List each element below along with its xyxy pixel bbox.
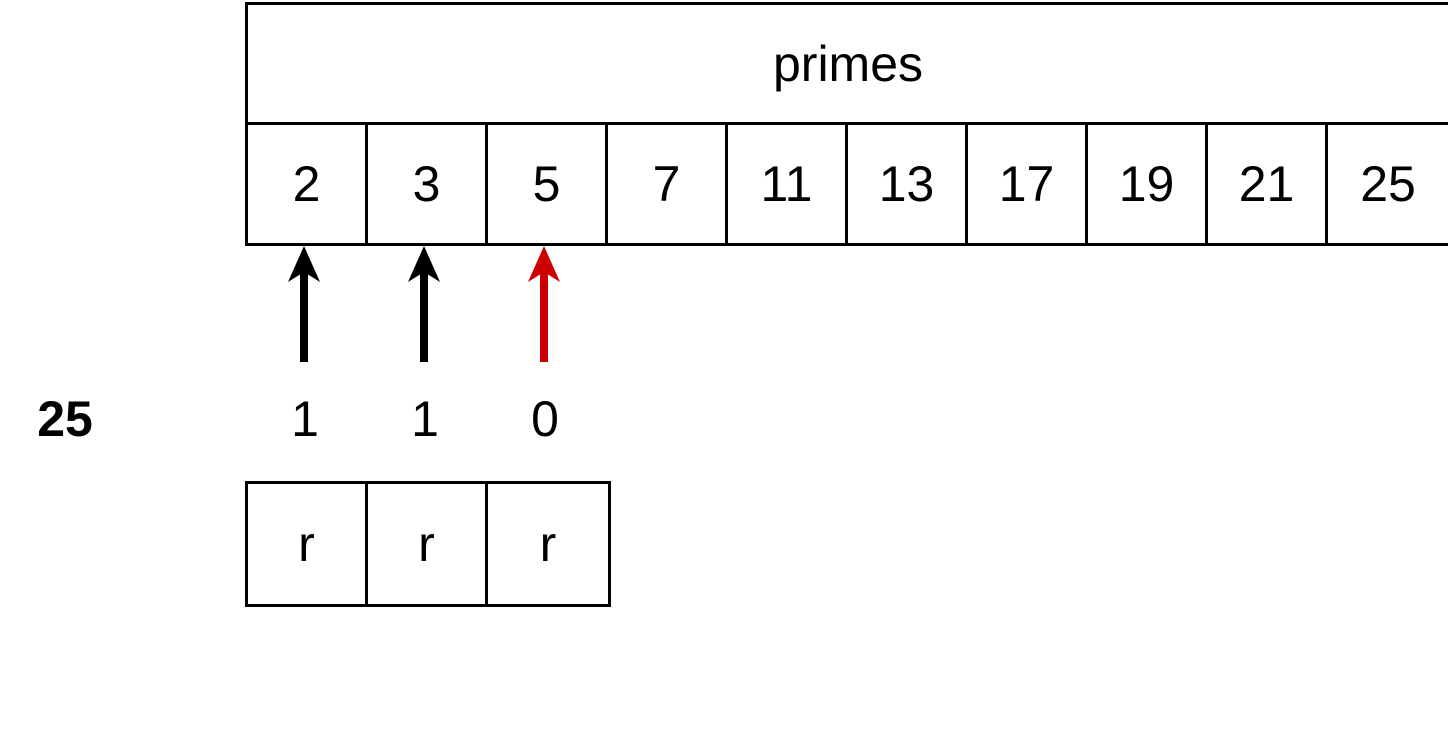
target-number: 25 [37,391,93,447]
arrow-up-icon [408,246,440,362]
flag-value: 1 [411,391,439,447]
prime-cell: 17 [968,125,1088,243]
r-cell: r [539,516,557,572]
arrow-up-icon [288,246,320,362]
r-cell: r [368,484,488,604]
primes-title: primes [248,5,1448,125]
r-table: r r r [245,481,611,607]
flag-value: 0 [531,391,559,447]
prime-cell: 7 [608,125,728,243]
remainder-flags: 1 1 0 [245,384,605,454]
prime-cell: 21 [1208,125,1328,243]
r-cell: r [248,484,368,604]
prime-cell: 11 [728,125,848,243]
prime-cell: 3 [368,125,488,243]
arrow-up-icon [528,246,560,362]
prime-cell: 2 [248,125,368,243]
flag-value: 1 [291,391,319,447]
prime-cell: 5 [488,125,608,243]
prime-cell: 25 [1360,156,1416,212]
prime-cell: 19 [1088,125,1208,243]
primes-row: 2 3 5 7 11 13 17 19 21 25 [248,125,1448,243]
prime-cell: 13 [848,125,968,243]
primes-table: primes 2 3 5 7 11 13 17 19 21 25 [245,2,1448,246]
